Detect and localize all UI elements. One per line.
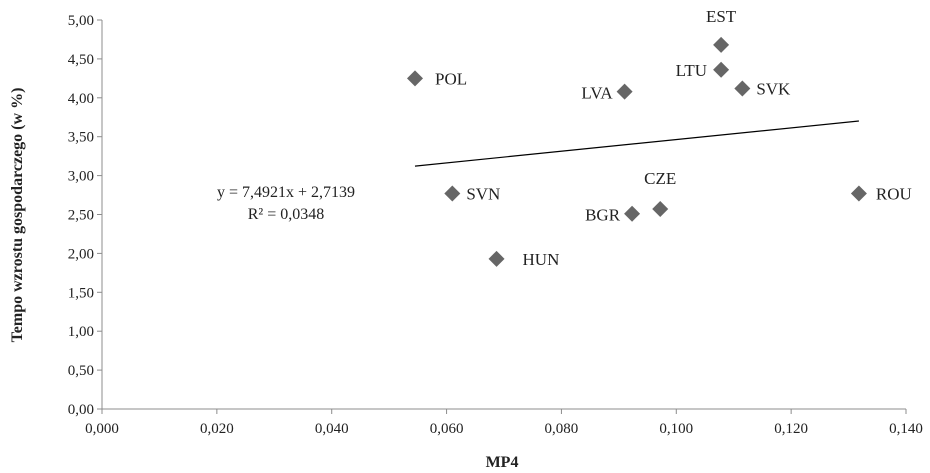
tick-labels: 0,00 0,50 1,00 1,50 2,00 2,50 3,00 3,50 4,00 4,50… bbox=[68, 13, 923, 437]
x-tick-label: 0,080 bbox=[545, 421, 579, 437]
trendline-group bbox=[414, 120, 859, 167]
y-tick-label: 4,50 bbox=[68, 52, 94, 68]
point-label-hun: HUN bbox=[523, 250, 560, 269]
point-label-est: EST bbox=[706, 7, 737, 26]
trendline-equation: y = 7,4921x + 2,7139 bbox=[217, 184, 355, 201]
x-tick-label: 0,020 bbox=[200, 421, 234, 437]
y-tick-label: 2,50 bbox=[68, 208, 94, 224]
axes bbox=[97, 19, 907, 414]
x-tick-label: 0,100 bbox=[659, 421, 693, 437]
point-label-cze: CZE bbox=[644, 169, 676, 188]
x-tick-label: 0,040 bbox=[315, 421, 349, 437]
data-point-ltu bbox=[713, 61, 730, 78]
y-tick-label: 3,50 bbox=[68, 130, 94, 146]
point-label-lva: LVA bbox=[581, 84, 613, 103]
x-axis-title: MP4 bbox=[486, 454, 519, 471]
trendline-r-squared: R² = 0,0348 bbox=[248, 206, 325, 223]
y-tick-label: 1,00 bbox=[68, 324, 94, 340]
point-label-svn: SVN bbox=[466, 184, 500, 203]
y-axis-title: Tempo wzrostu gospodarczego (w %) bbox=[9, 88, 26, 343]
data-point-bgr bbox=[624, 205, 641, 222]
data-point-cze bbox=[652, 201, 669, 218]
data-point-pol bbox=[406, 70, 423, 87]
point-label-bgr: BGR bbox=[585, 206, 621, 225]
x-tick-label: 0,000 bbox=[85, 421, 119, 437]
y-tick-label: 0,50 bbox=[68, 363, 94, 379]
x-tick-label: 0,140 bbox=[889, 421, 923, 437]
point-label-svk: SVK bbox=[756, 79, 791, 98]
y-tick-label: 4,00 bbox=[68, 91, 94, 107]
y-tick-label: 0,00 bbox=[68, 402, 94, 418]
y-tick-label: 5,00 bbox=[68, 13, 94, 29]
data-point-lva bbox=[616, 83, 633, 100]
y-tick-label: 1,50 bbox=[68, 285, 94, 301]
point-label-pol: POL bbox=[435, 69, 467, 88]
data-points bbox=[406, 36, 867, 267]
point-label-ltu: LTU bbox=[676, 61, 708, 80]
data-point-est bbox=[713, 36, 730, 53]
data-point-hun bbox=[488, 250, 505, 267]
y-tick-label: 3,00 bbox=[68, 169, 94, 185]
point-label-rou: ROU bbox=[876, 184, 912, 203]
data-point-rou bbox=[850, 185, 867, 202]
point-labels: POL SVN HUN LVA BGR CZE EST LTU SVK ROU bbox=[435, 7, 912, 269]
data-point-svn bbox=[444, 185, 461, 202]
x-tick-label: 0,120 bbox=[774, 421, 808, 437]
y-tick-label: 2,00 bbox=[68, 246, 94, 262]
x-tick-label: 0,060 bbox=[430, 421, 464, 437]
trendline bbox=[414, 120, 859, 167]
data-point-svk bbox=[734, 80, 751, 97]
